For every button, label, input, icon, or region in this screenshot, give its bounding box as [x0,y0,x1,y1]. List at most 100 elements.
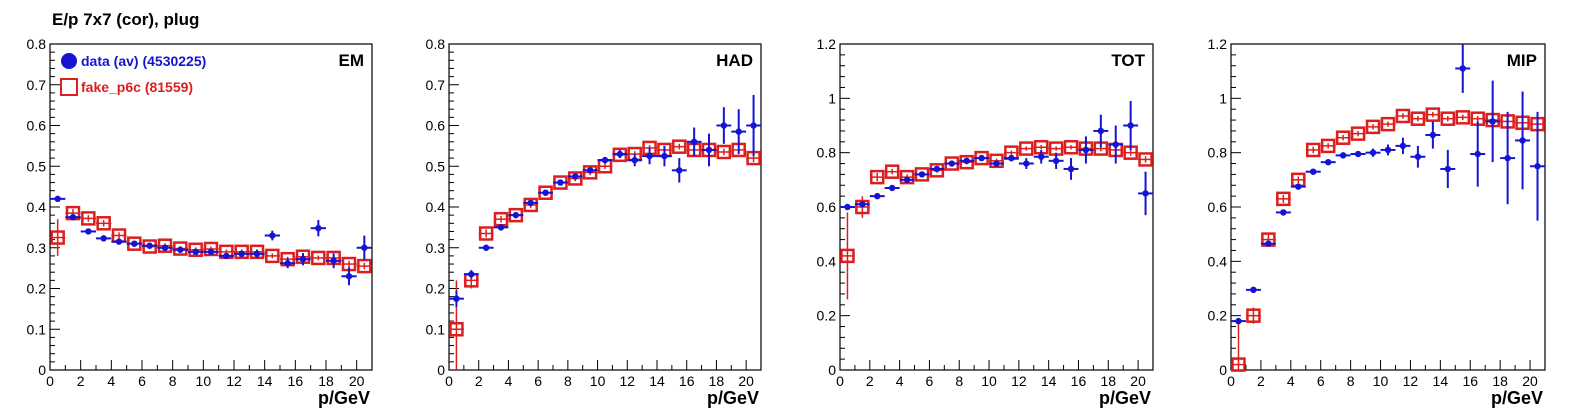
x-tick-label: 16 [1071,373,1087,389]
y-tick-label: 0 [38,362,46,378]
legend-marker-fake [60,78,78,96]
fake-point [899,169,915,185]
x-tick-label: 8 [1347,373,1355,389]
y-tick-label: 0.6 [426,118,446,134]
y-tick-label: 1 [1219,90,1227,106]
fake-point [478,226,494,241]
x-tick-label: 14 [1433,373,1449,389]
fake-point [855,199,870,215]
data-point [146,242,153,249]
fake-point [188,242,203,258]
y-tick-label: 0.1 [27,321,47,337]
data-point [85,228,92,235]
data-point [631,156,638,164]
data-point [1038,153,1045,160]
data-point [1459,65,1466,72]
x-tick-label: 0 [836,373,844,389]
data-point [1369,149,1377,156]
panel-tag-had: HAD [716,51,753,70]
x-tick-label: 10 [981,373,997,389]
data-point [1519,137,1526,144]
plot-frame [1230,43,1546,371]
data-point [1310,168,1317,175]
x-tick-label: 4 [1287,373,1295,389]
y-tick-label: 0.4 [426,199,446,215]
x-tick-label: 0 [1227,373,1235,389]
data-point [844,203,851,211]
x-tick-label: 0 [445,373,453,389]
panel-had: 0 2 4 6 8 10 12 14 16 18 20 0 0.1 0.2 0.3 0.4 0.5 0.6 0.7 0… [426,36,762,408]
x-tick-label: 20 [1522,373,1538,389]
data-point [572,173,579,180]
panel-tag-tot: TOT [1111,51,1145,70]
y-tick-label: 0.8 [426,36,446,52]
plot-frame [839,43,1154,371]
x-axis-title: p/GeV [1099,388,1151,408]
fake-point [1320,138,1336,154]
y-tick-label: 0.4 [27,199,47,215]
fake-point [523,197,538,213]
data-point [1339,152,1347,159]
x-tick-label: 6 [138,373,146,389]
fake-point [716,144,732,160]
fake-point [1019,141,1034,156]
data-point [750,122,757,129]
fake-point [1276,191,1291,207]
fake-point [1410,111,1426,126]
data-point [54,195,61,203]
y-tick-label: 0.5 [426,158,446,174]
data-point [207,248,215,256]
y-tick-label: 0.8 [1208,145,1228,161]
fake-point [1063,139,1079,155]
x-tick-label: 4 [896,373,904,389]
x-tick-label: 8 [955,373,963,389]
data-point [468,271,475,278]
data-point [1280,209,1287,216]
data-point [497,224,505,231]
data-point [115,238,123,245]
x-tick-label: 2 [1257,373,1265,389]
data-point [616,150,624,158]
data-point [1250,286,1257,294]
fake-point [870,169,885,185]
data-point [705,146,713,154]
fake-point [1380,116,1396,132]
x-tick-label: 6 [1317,373,1325,389]
data-point [269,232,276,239]
x-tick-label: 16 [288,373,304,389]
fake-point [1455,110,1471,125]
data-point [542,189,549,196]
x-tick-label: 18 [318,373,334,389]
data-point [1052,157,1060,165]
panel-tot: 0 2 4 6 8 10 12 14 16 18 20 0 0.2 0.4 0.6 0.8 1 1.2 p/GeV T… [817,36,1154,408]
x-tick-label: 12 [619,373,635,389]
fake-point [1425,107,1441,122]
x-tick-label: 12 [1011,373,1027,389]
data-point [1489,118,1496,125]
data-point [192,248,199,256]
data-point [330,257,337,264]
data-point [1127,122,1134,129]
y-tick-label: 0.8 [817,145,837,161]
data-point [100,235,107,242]
x-tick-label: 14 [649,373,665,389]
fake-point [449,322,464,337]
data-point [735,128,742,135]
x-tick-label: 8 [169,373,177,389]
y-tick-label: 0.6 [27,118,47,134]
y-tick-label: 1 [828,90,836,106]
x-tick-label: 18 [1492,373,1508,389]
fake-point [157,238,173,253]
data-point [482,244,490,251]
page-title: E/p 7x7 (cor), plug [52,10,200,29]
x-tick-label: 4 [107,373,115,389]
y-tick-label: 0.6 [817,199,837,215]
x-tick-label: 2 [77,373,85,389]
fake-point [884,164,900,179]
data-point [978,154,985,162]
data-point [453,295,460,302]
fake-point [672,139,687,154]
data-point [1082,146,1090,154]
data-point [661,152,668,160]
